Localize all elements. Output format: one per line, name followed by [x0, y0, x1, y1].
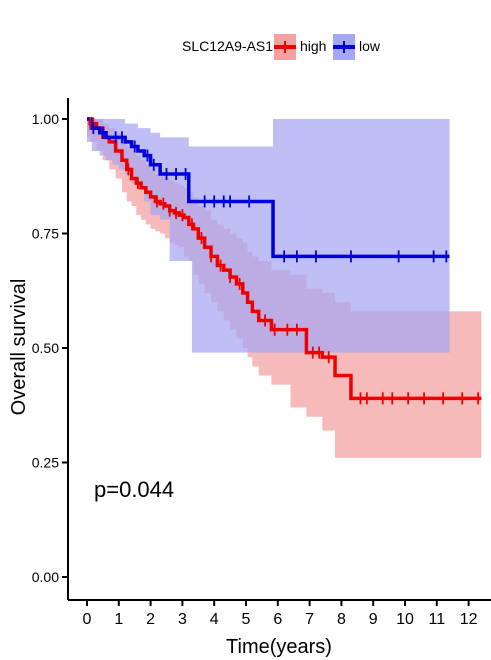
- x-tick-label: 11: [428, 611, 445, 628]
- ci-band-low: [87, 119, 450, 353]
- x-tick-label: 2: [146, 611, 155, 628]
- y-axis-label: Overall survival: [8, 279, 30, 416]
- legend-item-high: high: [274, 34, 326, 60]
- x-tick-label: 9: [369, 611, 378, 628]
- legend-label-high: high: [300, 38, 326, 54]
- x-tick-label: 7: [305, 611, 314, 628]
- y-tick-label: 0.75: [32, 226, 59, 242]
- x-tick-label: 4: [210, 611, 219, 628]
- y-tick-label: 0.25: [32, 455, 59, 471]
- x-tick-label: 5: [242, 611, 251, 628]
- x-tick-label: 3: [178, 611, 187, 628]
- survival-line-high: [87, 117, 482, 401]
- x-axis-ticks: 0 1 2 3 4 5 6 7 8 9 10 11 12: [83, 600, 478, 628]
- x-tick-label: 8: [337, 611, 346, 628]
- x-tick-label: 1: [114, 611, 123, 628]
- y-axis-ticks: 0.00 0.25 0.50 0.75 1.00: [32, 111, 68, 585]
- y-tick-label: 1.00: [32, 111, 59, 127]
- confidence-bands: [87, 119, 482, 458]
- legend-title: SLC12A9-AS1: [182, 38, 273, 54]
- x-tick-label: 10: [396, 611, 414, 628]
- x-tick-label: 12: [460, 611, 478, 628]
- censor-marks: [89, 117, 480, 405]
- legend-label-low: low: [359, 38, 381, 54]
- x-tick-label: 0: [83, 611, 92, 628]
- x-tick-label: 6: [273, 611, 282, 628]
- x-axis-label: Time(years): [226, 636, 332, 658]
- p-value-annotation: p=0.044: [94, 477, 174, 502]
- legend: SLC12A9-AS1 high low: [182, 34, 381, 60]
- legend-item-low: low: [333, 34, 381, 60]
- y-tick-label: 0.50: [32, 340, 59, 356]
- y-tick-label: 0.00: [32, 569, 59, 585]
